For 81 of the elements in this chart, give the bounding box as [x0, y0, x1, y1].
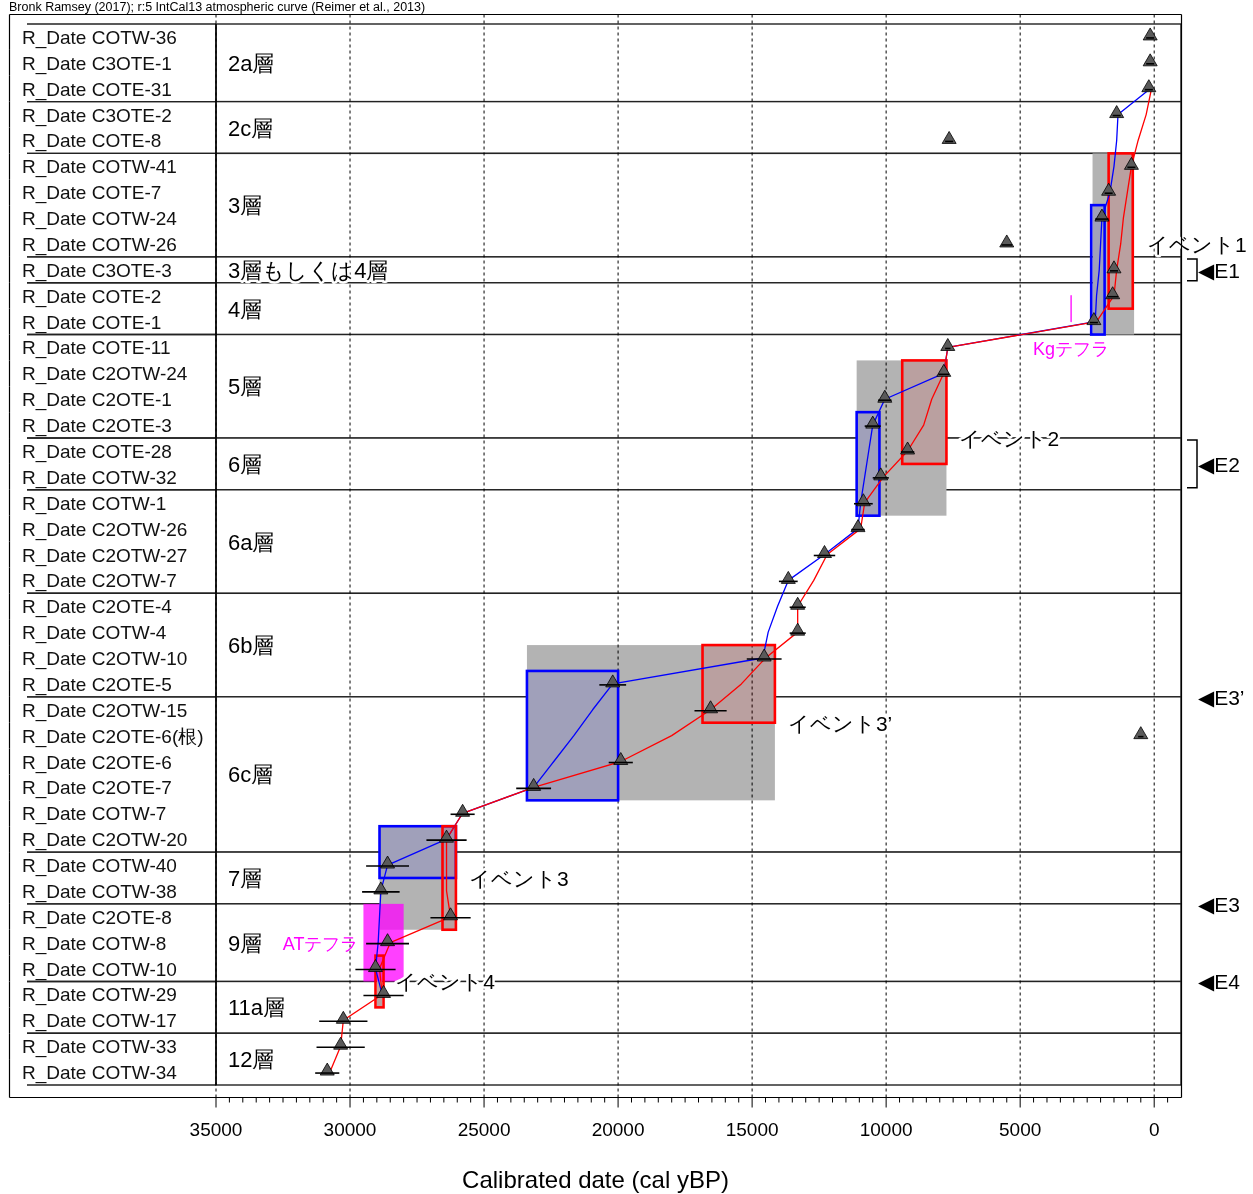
y-tick-label: R_Date C3OTE-1 [22, 52, 172, 75]
x-tick-label: 0 [1148, 1119, 1160, 1140]
point [1086, 312, 1102, 325]
point [1124, 156, 1139, 170]
band-label: 3層 [228, 193, 263, 219]
band-label: 2c層 [228, 115, 274, 141]
y-tick-label: R_Date COTW-8 [22, 932, 167, 955]
band-label: 4層 [228, 296, 263, 322]
y-tick-label: R_Date COTW-38 [22, 880, 177, 903]
band-label: 3層もしくは4層 [228, 257, 389, 283]
band-label: 2a層 [228, 50, 275, 76]
text: ◀E3’ [1198, 685, 1245, 709]
y-tick-label: R_Date COTE-2 [22, 285, 162, 308]
y-tick-label: R_Date COTW-40 [22, 855, 177, 878]
x-tick-label: 10000 [859, 1119, 913, 1140]
band-label: 12層 [228, 1047, 275, 1073]
point [941, 131, 957, 144]
y-tick-label: R_Date C2OTE-3 [22, 415, 172, 438]
point [1133, 726, 1149, 740]
y-tick-label: R_Date COTE-8 [22, 130, 162, 153]
y-tick-label: R_Date COTW-24 [22, 208, 178, 231]
band-label: 6b層 [228, 633, 275, 659]
y-tick-label: R_Date COTW-41 [22, 156, 177, 179]
y-tick-label: R_Date COTE-28 [22, 440, 172, 463]
band-label: 6層 [228, 451, 263, 477]
y-tick-label: R_Date COTW-29 [22, 984, 177, 1007]
band-label: 6a層 [228, 529, 275, 555]
x-tick-label: 30000 [323, 1119, 377, 1140]
x-tick-label: 35000 [189, 1119, 243, 1140]
point [940, 338, 956, 351]
y-tick-label: R_Date C2OTW-27 [22, 544, 188, 567]
x-tick-label: 20000 [591, 1119, 645, 1140]
y-tick-label: R_Date COTW-10 [22, 958, 177, 981]
band-label: 7層 [228, 865, 263, 891]
text: ◀E1 [1198, 258, 1240, 282]
x-tick-label: 5000 [999, 1119, 1042, 1140]
y-tick-label: R_Date COTW-26 [22, 233, 177, 256]
y-tick-label: R_Date C3OTE-3 [22, 259, 172, 282]
y-tick-label: R_Date COTE-11 [22, 337, 171, 360]
y-tick-label: R_Date C2OTW-20 [22, 829, 188, 852]
x-axis-title: Calibrated date (cal yBP) [462, 1166, 729, 1193]
y-tick-label: R_Date COTW-7 [22, 803, 167, 826]
text: ◀E2 [1198, 452, 1240, 476]
band-label: 11a層 [228, 995, 286, 1021]
y-tick-label: R_Date COTE-31 [22, 78, 172, 101]
y-tick-label: R_Date COTE-1 [22, 311, 162, 334]
y-tick-label: R_Date C2OTW-24 [22, 363, 188, 386]
series-label: Kgテフラ [1033, 338, 1110, 359]
y-tick-label: R_Date COTW-33 [22, 1036, 177, 1059]
y-tick-label: R_Date C2OTW-10 [22, 648, 188, 671]
y-tick-label: R_Date COTW-17 [22, 1010, 177, 1033]
y-tick-label: R_Date C2OTE-4 [22, 596, 173, 619]
y-tick-label: R_Date C2OTE-1 [22, 389, 172, 412]
y-tick-label: R_Date C2OTE-6(根) [22, 725, 204, 748]
y-tick-label: R_Date C2OTE-5 [22, 673, 172, 696]
band-label: 6c層 [228, 762, 274, 788]
y-tick-label: R_Date COTW-4 [22, 622, 167, 645]
y-tick-label: R_Date COTW-34 [22, 1062, 178, 1085]
y-tick-label: R_Date C2OTE-7 [22, 777, 172, 800]
text: ◀E3 [1198, 892, 1240, 916]
y-tick-label: R_Date C2OTW-26 [22, 518, 188, 541]
y-tick-label: R_Date COTW-32 [22, 466, 177, 489]
band-label: イベント3 [468, 866, 569, 890]
point [1109, 105, 1125, 118]
band-label: 9層 [228, 930, 263, 956]
y-tick-label: R_Date COTW-36 [22, 26, 177, 49]
y-tick-label: R_Date C2OTE-6 [22, 751, 172, 774]
y-tick-label: R_Date C2OTW-7 [22, 570, 177, 593]
text: Bronk Ramsey (2017); r:5 IntCal13 atmospheric curve (Reimer et al., 2013) [9, 0, 426, 14]
text: ◀E4 [1198, 970, 1241, 994]
point [1141, 79, 1157, 93]
y-tick-label: R_Date C2OTE-8 [22, 906, 172, 929]
y-tick-label: R_Date COTE-7 [22, 182, 162, 205]
band-label: ATテフラ [282, 933, 359, 954]
band-label: 5層 [228, 374, 263, 400]
band-label: イベント3’ [787, 711, 893, 735]
x-tick-label: 15000 [725, 1119, 779, 1140]
y-tick-label: R_Date COTW-1 [22, 492, 167, 515]
x-tick-label: 25000 [457, 1119, 511, 1140]
y-tick-label: R_Date C3OTE-2 [22, 104, 172, 127]
y-tick-label: R_Date C2OTW-15 [22, 699, 188, 722]
